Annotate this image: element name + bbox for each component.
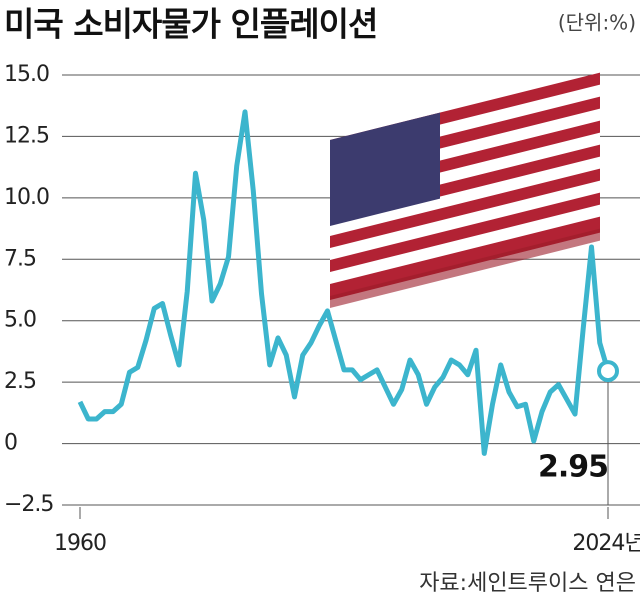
- y-tick-label: 5.0: [4, 308, 36, 333]
- y-tick-label: 12.5: [4, 123, 49, 148]
- y-tick-label: 10.0: [4, 185, 49, 210]
- y-tick-label: −2.5: [4, 492, 53, 517]
- y-tick-label: 7.5: [4, 246, 36, 271]
- y-tick-label: 2.5: [4, 369, 36, 394]
- y-tick-label: 15.0: [4, 62, 49, 87]
- y-tick-label: 0: [4, 431, 17, 456]
- x-tick-label: 1960: [54, 531, 106, 556]
- source: 자료:세인트루이스 연은: [419, 571, 636, 596]
- chart-title: 미국 소비자물가 인플레이션: [4, 5, 377, 44]
- end-point: [597, 360, 619, 383]
- plot: 2.95: [77, 109, 619, 505]
- line-series: [77, 109, 611, 456]
- x-tick-label: 2024년: [572, 531, 640, 556]
- flag-illustration: [330, 72, 600, 309]
- unit-label: (단위:%): [558, 11, 636, 35]
- end-value-label: 2.95: [538, 450, 608, 485]
